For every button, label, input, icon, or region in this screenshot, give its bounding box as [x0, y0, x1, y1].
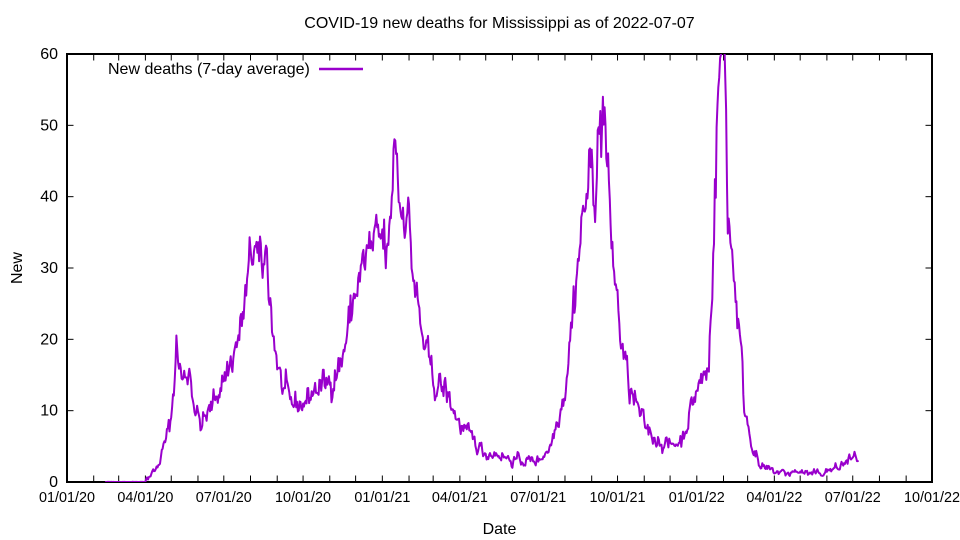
- svg-text:COVID-19 new deaths for Missis: COVID-19 new deaths for Mississippi as o…: [304, 15, 695, 32]
- svg-text:40: 40: [40, 189, 58, 206]
- svg-text:30: 30: [40, 260, 58, 277]
- svg-text:01/01/21: 01/01/21: [354, 490, 410, 506]
- svg-text:04/01/20: 04/01/20: [117, 490, 173, 506]
- svg-text:01/01/22: 01/01/22: [669, 490, 725, 506]
- svg-text:10: 10: [40, 403, 58, 420]
- svg-text:04/01/22: 04/01/22: [746, 490, 802, 506]
- svg-text:07/01/21: 07/01/21: [510, 490, 566, 506]
- svg-text:07/01/20: 07/01/20: [196, 490, 252, 506]
- svg-text:New: New: [9, 252, 26, 284]
- svg-text:10/01/20: 10/01/20: [275, 490, 331, 506]
- svg-text:New deaths (7-day average): New deaths (7-day average): [108, 61, 310, 78]
- svg-text:07/01/22: 07/01/22: [825, 490, 881, 506]
- svg-text:04/01/21: 04/01/21: [432, 490, 488, 506]
- svg-text:10/01/21: 10/01/21: [590, 490, 646, 506]
- svg-text:Date: Date: [483, 521, 517, 538]
- svg-text:50: 50: [40, 117, 58, 134]
- svg-text:60: 60: [40, 46, 58, 63]
- svg-text:0: 0: [49, 474, 58, 491]
- svg-text:10/01/22: 10/01/22: [904, 490, 960, 506]
- svg-text:20: 20: [40, 331, 58, 348]
- svg-text:01/01/20: 01/01/20: [39, 490, 95, 506]
